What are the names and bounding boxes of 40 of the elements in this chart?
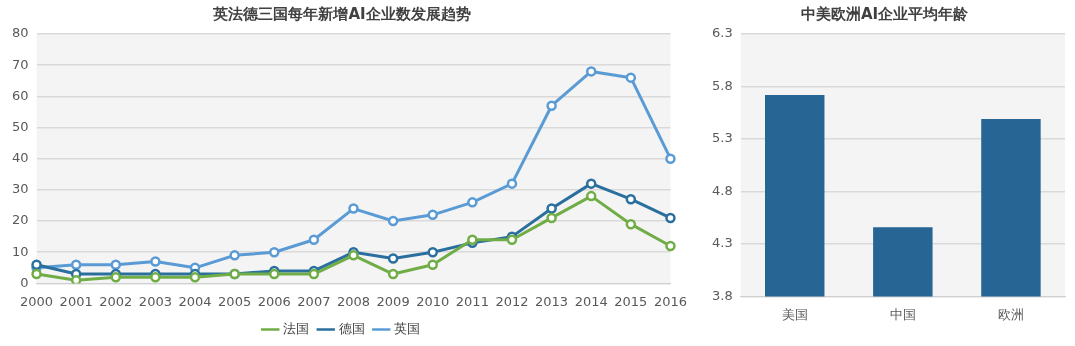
x-tick-label: 2007	[297, 293, 331, 309]
y-tick-label: 6.3	[711, 25, 733, 41]
legend-label: 法国	[283, 320, 310, 336]
chart-title: 中美欧洲AI企业平均年龄	[800, 4, 970, 23]
y-tick-label: 3.8	[711, 287, 733, 303]
x-tick-label: 美国	[781, 306, 808, 322]
x-tick-label: 2005	[218, 293, 252, 309]
x-tick-label: 2006	[257, 293, 291, 309]
x-tick-label: 2014	[574, 293, 608, 309]
x-tick-label: 2003	[138, 293, 172, 309]
y-tick-label: 4.8	[711, 182, 733, 198]
x-tick-label: 2008	[336, 293, 371, 309]
y-tick-label: 20	[12, 212, 29, 228]
legend-label: 德国	[338, 320, 365, 336]
x-tick-label: 2015	[614, 293, 648, 309]
x-tick-label: 2011	[455, 293, 489, 309]
x-tick-label: 2010	[416, 293, 450, 309]
y-tick-label: 60	[12, 87, 29, 103]
y-tick-label: 80	[12, 25, 29, 41]
x-tick-label: 欧洲	[997, 306, 1024, 322]
x-tick-label: 中国	[889, 306, 916, 322]
x-tick-label: 2012	[495, 293, 529, 309]
x-tick-label: 2000	[20, 293, 54, 309]
y-tick-label: 30	[12, 181, 29, 197]
y-tick-label: 5.3	[711, 130, 733, 146]
x-tick-label: 2009	[376, 293, 410, 309]
x-tick-label: 2016	[653, 293, 687, 309]
y-tick-label: 10	[12, 243, 29, 259]
y-tick-label: 5.8	[711, 77, 733, 93]
y-tick-label: 0	[20, 274, 29, 290]
x-tick-label: 2013	[535, 293, 569, 309]
chart-title: 英法德三国每年新增AI企业数发展趋势	[212, 4, 471, 23]
x-tick-label: 2004	[178, 293, 212, 309]
y-tick-label: 70	[12, 56, 29, 72]
legend-label: 英国	[394, 320, 421, 336]
y-tick-label: 50	[12, 118, 29, 134]
x-tick-label: 2002	[99, 293, 133, 309]
y-tick-label: 40	[12, 150, 29, 166]
x-tick-label: 2001	[59, 293, 93, 309]
y-tick-label: 4.3	[711, 235, 733, 251]
